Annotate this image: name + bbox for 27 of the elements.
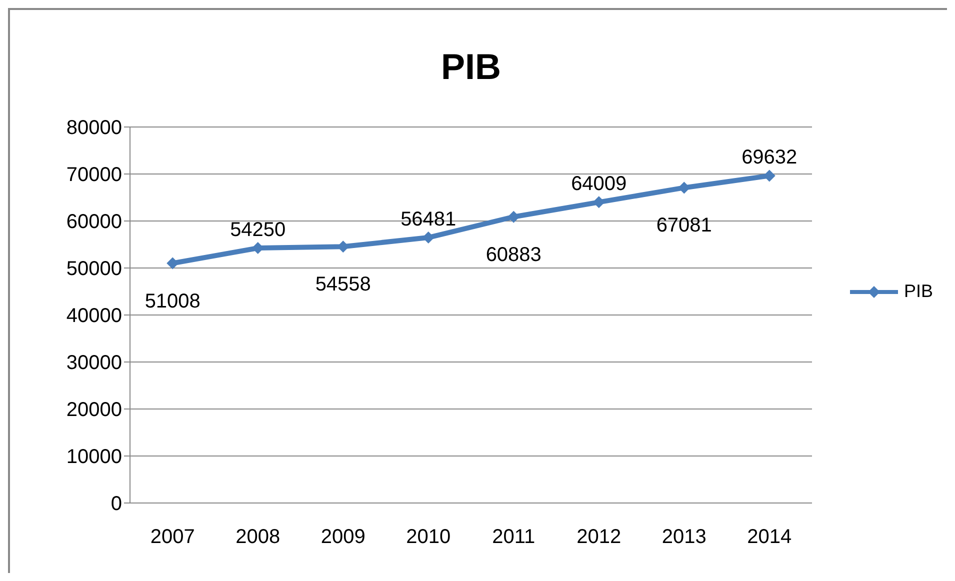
y-tick-label: 80000 [66, 117, 122, 140]
y-tick-label: 30000 [66, 352, 122, 374]
x-tick-label: 2010 [406, 526, 451, 548]
x-tick-label: 2014 [747, 526, 792, 548]
data-label: 69632 [742, 146, 798, 169]
data-label: 51008 [144, 290, 200, 312]
x-tick-label: 2007 [150, 526, 195, 548]
x-tick-label: 2008 [236, 526, 280, 548]
data-label: 54250 [230, 219, 286, 242]
x-tick-label: 2009 [320, 526, 366, 548]
data-label: 67081 [656, 214, 712, 237]
data-label: 64009 [571, 173, 627, 196]
y-tick-label: 50000 [66, 258, 122, 280]
x-tick-label: 2013 [662, 526, 706, 548]
data-label: 56481 [400, 208, 456, 231]
y-tick-label: 20000 [66, 399, 122, 422]
x-tick-label: 2011 [492, 526, 536, 548]
data-label: 60883 [486, 244, 542, 266]
legend-label: PIB [904, 281, 934, 302]
y-tick-label: 10000 [66, 446, 122, 468]
y-tick-label: 40000 [66, 305, 122, 328]
y-tick-label: 60000 [66, 211, 122, 234]
y-tick-label: 0 [110, 493, 122, 516]
chart-title: PIB [440, 46, 502, 88]
x-tick-label: 2012 [576, 526, 622, 548]
data-label: 54558 [315, 274, 371, 296]
y-tick-label: 70000 [66, 164, 122, 186]
